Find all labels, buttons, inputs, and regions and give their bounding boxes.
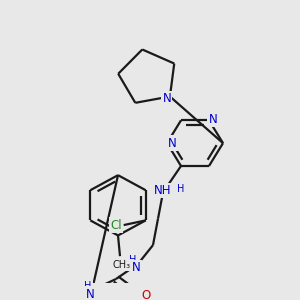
Text: N: N <box>163 92 171 105</box>
Text: NH: NH <box>154 184 172 197</box>
Text: H: H <box>129 255 137 265</box>
Text: CH₃: CH₃ <box>113 260 131 270</box>
Text: H: H <box>177 184 185 194</box>
Text: O: O <box>141 290 151 300</box>
Text: N: N <box>132 261 140 274</box>
Text: Cl: Cl <box>110 219 122 232</box>
Text: N: N <box>85 288 94 300</box>
Text: H: H <box>84 280 92 291</box>
Text: N: N <box>168 136 176 150</box>
Text: N: N <box>208 113 217 126</box>
